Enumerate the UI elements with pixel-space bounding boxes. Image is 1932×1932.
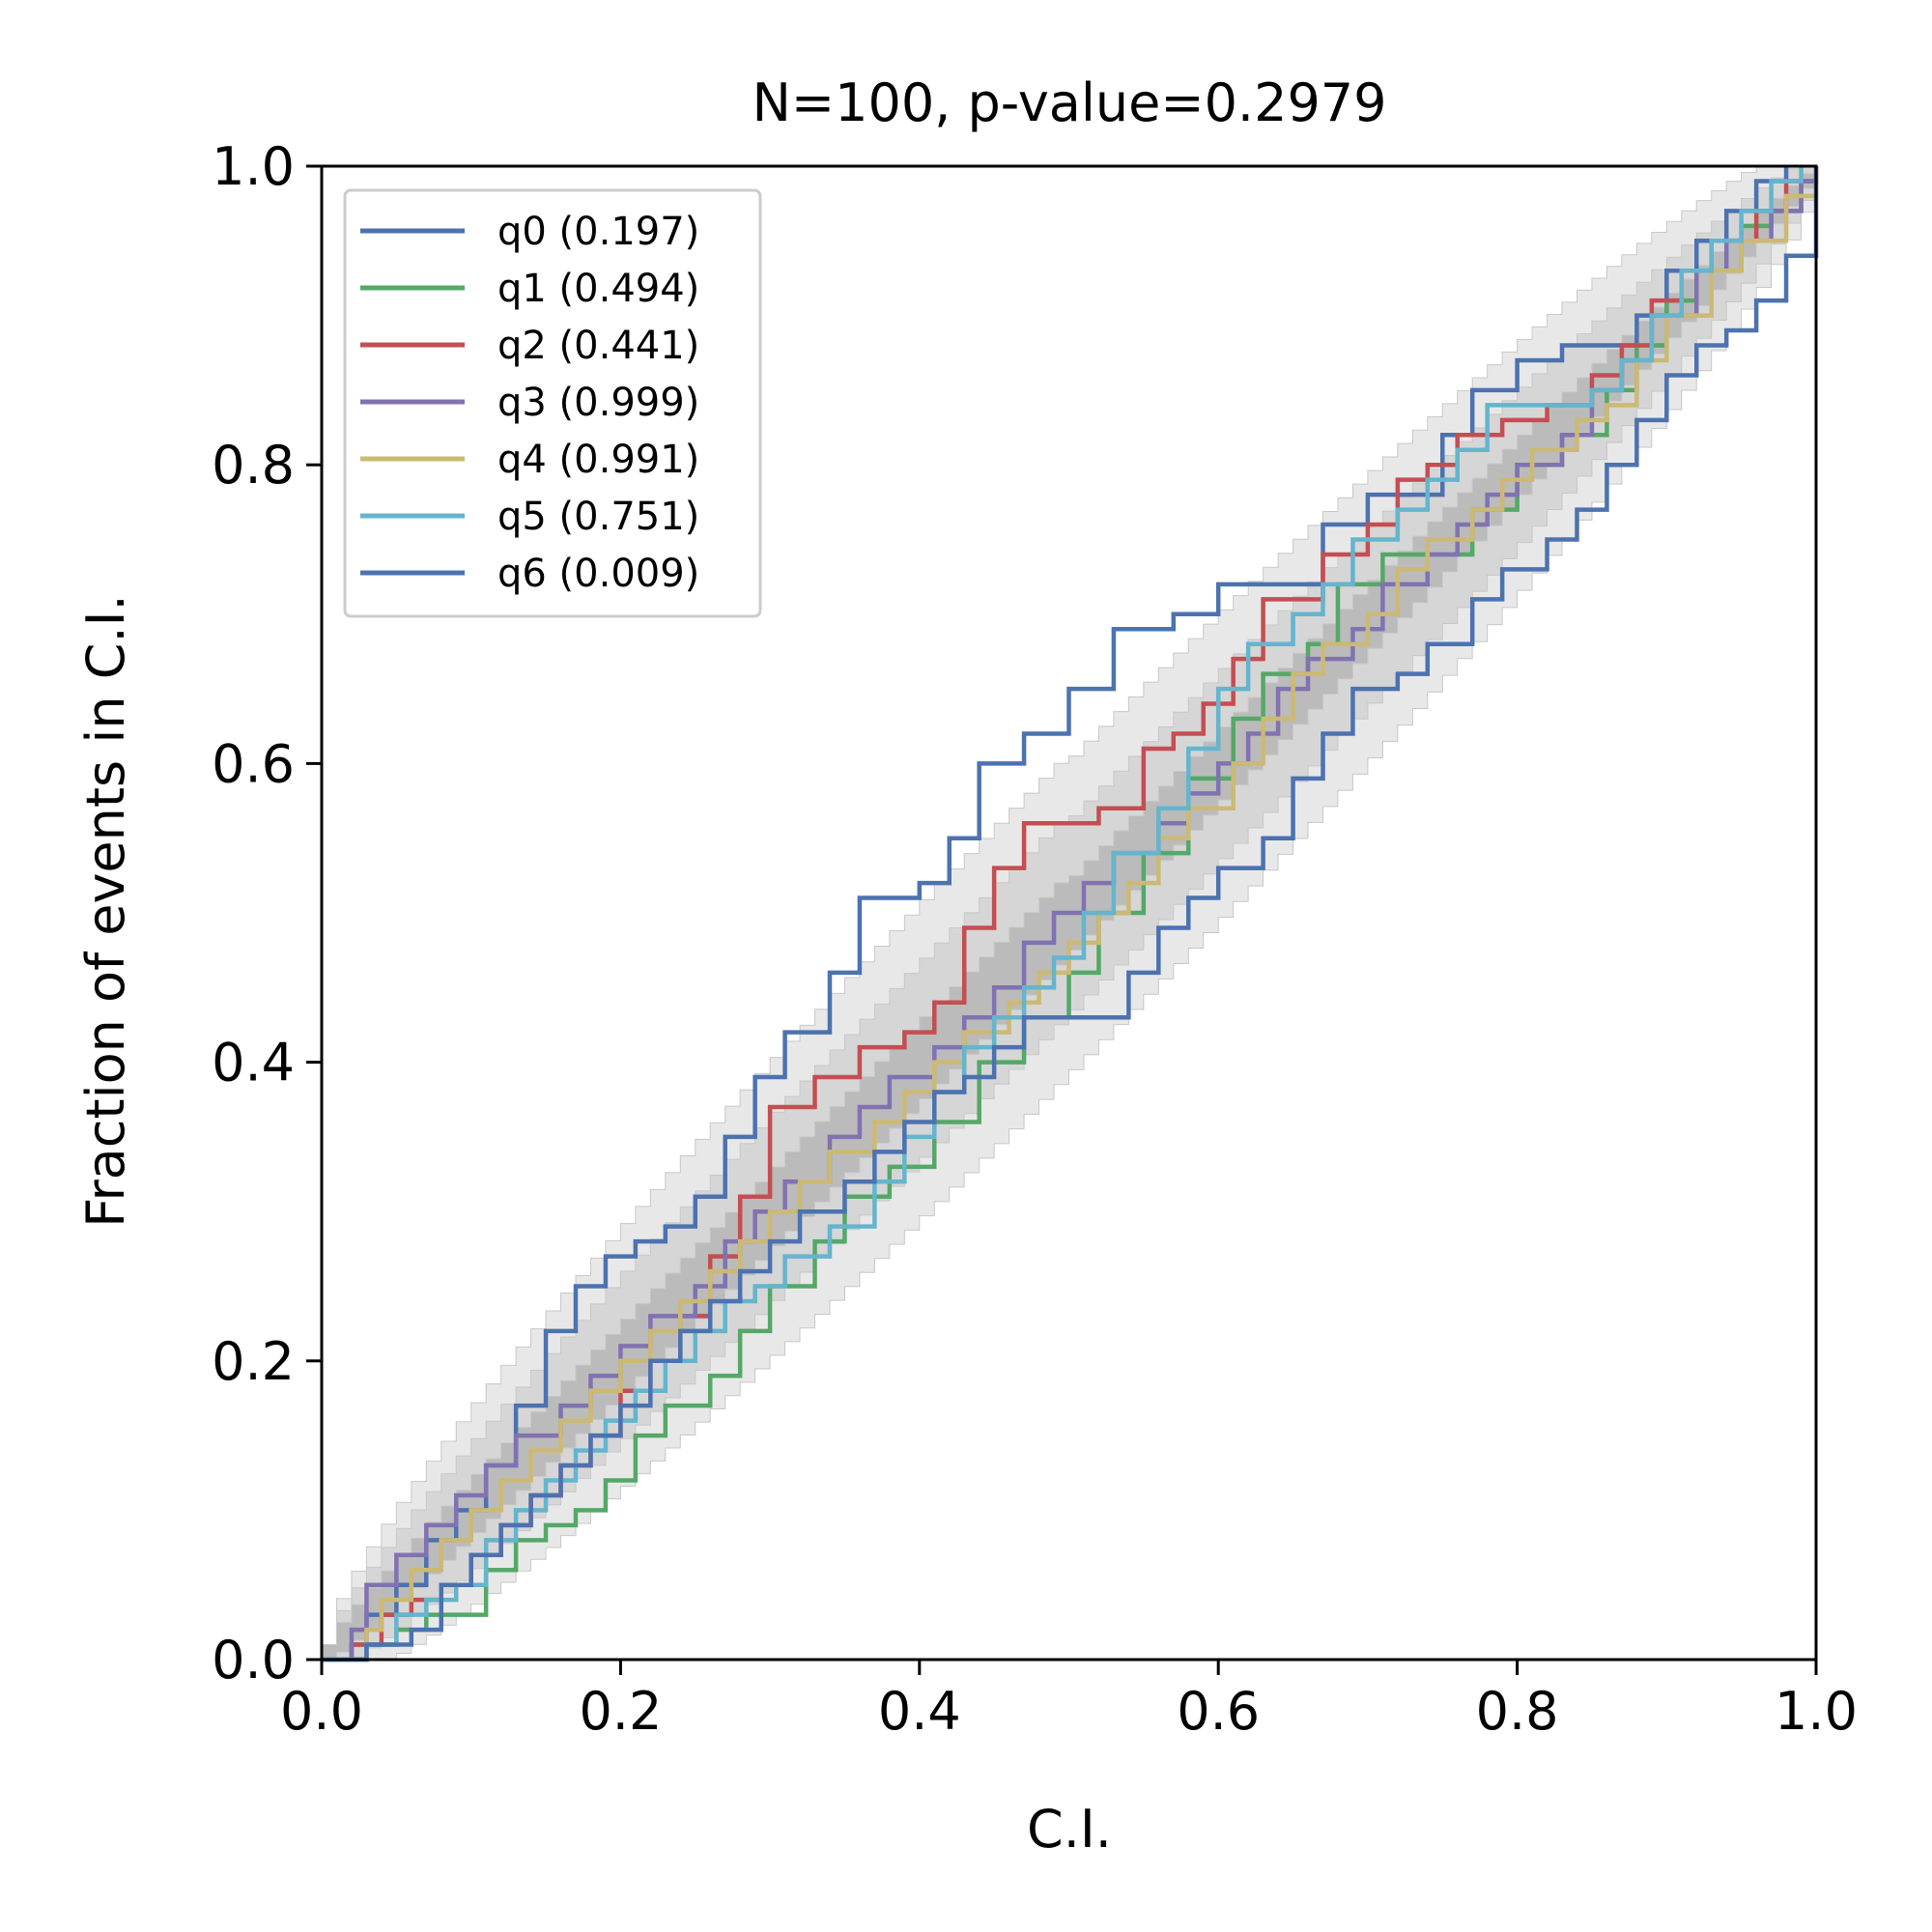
x-tick-label: 0.8 xyxy=(1476,1681,1559,1742)
legend-label-q0: q0 (0.197) xyxy=(497,210,699,254)
legend: q0 (0.197) q1 (0.494) q2 (0.441) q3 (0.999)… xyxy=(343,188,762,618)
x-tick-label: 0.0 xyxy=(280,1681,363,1742)
legend-label-q1: q1 (0.494) xyxy=(497,267,699,311)
y-tick-label: 0.2 xyxy=(212,1331,295,1392)
x-tick-label: 1.0 xyxy=(1775,1681,1858,1742)
legend-label-q5: q5 (0.751) xyxy=(497,495,699,539)
y-axis-label: Fraction of events in C.I. xyxy=(75,594,136,1227)
x-tick-label: 0.6 xyxy=(1177,1681,1260,1742)
legend-label-q2: q2 (0.441) xyxy=(497,324,699,368)
legend-label-q6: q6 (0.009) xyxy=(497,552,699,596)
x-axis-label: C.I. xyxy=(1027,1799,1112,1860)
legend-box xyxy=(343,188,762,618)
series-line-q5 xyxy=(322,166,1804,1662)
chart-title: N=100, p-value=0.2979 xyxy=(752,72,1386,133)
y-tick-label: 0.4 xyxy=(212,1033,295,1094)
y-tick-label: 0.8 xyxy=(212,435,295,496)
y-tick-label: 0.0 xyxy=(212,1630,295,1690)
series-line-q6 xyxy=(322,166,1819,1662)
legend-label-q4: q4 (0.991) xyxy=(497,438,699,482)
plot-area: 0.0 0.2 0.4 0.6 0.8 1.0 0.0 0.2 0.4 0.6 0.8 1.0 q0 (… xyxy=(212,136,1858,1742)
x-tick-label: 0.4 xyxy=(878,1681,961,1742)
plot-frame xyxy=(320,164,1818,1662)
legend-label-q3: q3 (0.999) xyxy=(497,381,699,425)
x-tick-label: 0.2 xyxy=(579,1681,662,1742)
y-tick-label: 1.0 xyxy=(212,136,295,197)
series-line-q4 xyxy=(322,166,1819,1662)
y-tick-label: 0.6 xyxy=(212,733,295,794)
